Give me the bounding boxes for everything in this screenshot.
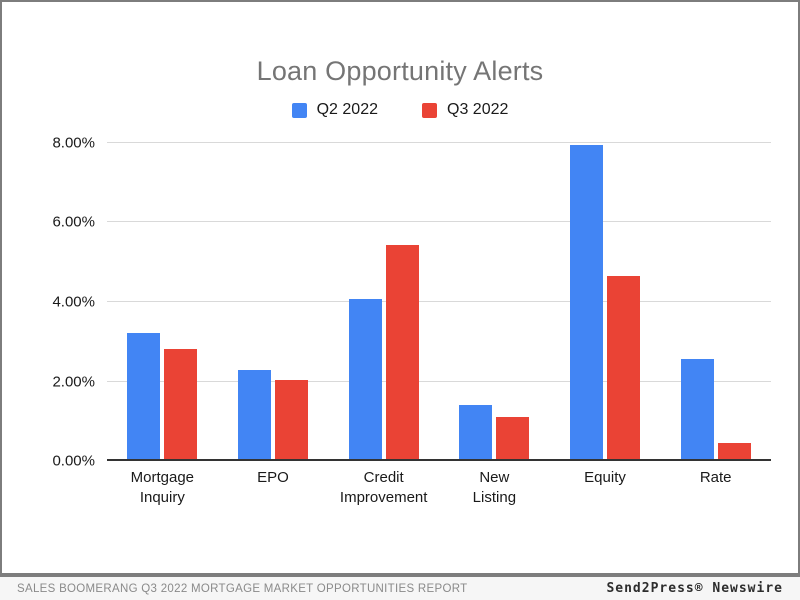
bar-groups <box>107 139 771 461</box>
legend: Q2 2022 Q3 2022 <box>2 101 798 119</box>
legend-label: Q3 2022 <box>447 101 509 118</box>
legend-label: Q2 2022 <box>316 101 378 118</box>
bar-q3-2022-mortgage-inquiry <box>164 348 198 461</box>
bar-group-epo <box>218 139 329 461</box>
bar-q2-2022-mortgage-inquiry <box>127 333 161 461</box>
gridline <box>107 380 771 382</box>
y-axis-label: 4.00% <box>52 293 95 311</box>
legend-swatch-q2-2022 <box>291 102 307 118</box>
y-axis-label: 8.00% <box>52 134 95 152</box>
bar-q3-2022-new-listing <box>496 417 530 461</box>
bar-q3-2022-equity <box>607 275 641 461</box>
x-axis-label-credit-improvement: Credit Improvement <box>328 468 439 507</box>
y-axis-label: 6.00% <box>52 213 95 231</box>
y-axis-label: 0.00% <box>52 452 95 470</box>
footer-bar: SALES BOOMERANG Q3 2022 MORTGAGE MARKET … <box>0 577 800 600</box>
gridline <box>107 221 771 223</box>
bar-q2-2022-new-listing <box>459 404 493 461</box>
y-axis-label: 2.00% <box>52 373 95 390</box>
bar-q2-2022-epo <box>238 370 271 461</box>
x-axis-label-new-listing: New Listing <box>439 468 550 507</box>
chart-frame: Loan Opportunity Alerts Q2 2022 Q3 2022 0… <box>0 0 800 577</box>
x-axis-label-mortgage-inquiry: Mortgage Inquiry <box>107 468 218 507</box>
x-axis-label-equity: Equity <box>550 468 661 507</box>
x-axis-label-text: Equity <box>584 469 626 486</box>
legend-item-q3-2022: Q3 2022 <box>422 101 508 119</box>
bar-q3-2022-epo <box>275 380 308 461</box>
x-axis-label-text: EPO <box>257 469 289 486</box>
bar-group-new-listing <box>439 139 550 461</box>
bar-group-mortgage-inquiry <box>107 139 218 461</box>
bar-group-credit-improvement <box>328 139 439 461</box>
bar-q2-2022-rate <box>680 359 714 461</box>
plot-area: 0.00% 2.00% 4.00% 6.00% 8.00% <box>52 134 771 470</box>
bar-group-rate <box>660 139 771 461</box>
x-axis-label-rate: Rate <box>660 468 771 507</box>
x-axis-label-text: New Listing <box>472 469 517 506</box>
gridline <box>107 301 771 302</box>
bar-group-equity <box>550 139 661 461</box>
x-axis-label-text: Rate <box>699 469 732 486</box>
chart-title: Loan Opportunity Alerts <box>256 56 544 86</box>
footer-newswire-brand: Send2Press® Newswire <box>606 581 783 596</box>
bar-q3-2022-credit-improvement <box>385 244 419 461</box>
legend-swatch-q3-2022 <box>422 102 437 118</box>
legend-item-q2-2022: Q2 2022 <box>291 101 378 119</box>
x-axis-line <box>107 459 771 461</box>
x-axis-label-epo: EPO <box>218 468 329 507</box>
x-axis-labels: Mortgage Inquiry EPO Credit Improvement New Li… <box>107 461 771 507</box>
bar-q3-2022-rate <box>717 442 751 461</box>
footer-report-title: SALES BOOMERANG Q3 2022 MORTGAGE MARKET … <box>17 582 468 595</box>
bar-q2-2022-equity <box>570 145 604 461</box>
gridline <box>107 141 771 143</box>
x-axis-label-text: Mortgage Inquiry <box>130 469 195 506</box>
bar-q2-2022-credit-improvement <box>348 298 382 461</box>
x-axis-label-text: Credit Improvement <box>339 469 428 506</box>
